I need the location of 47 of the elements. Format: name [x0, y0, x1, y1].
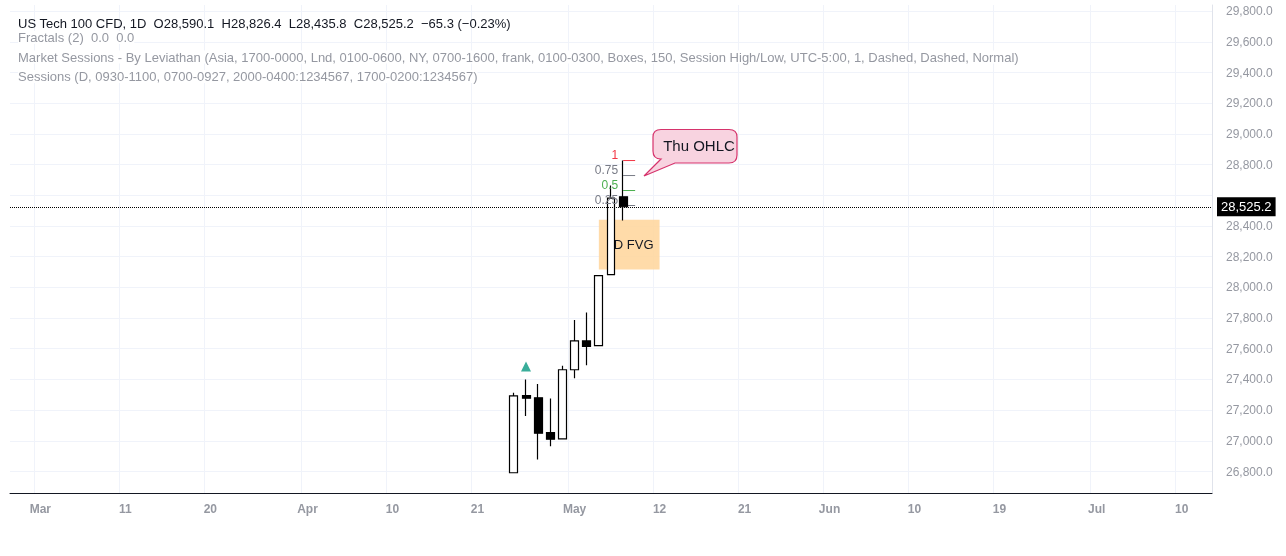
- x-tick-label: 10: [1174, 502, 1189, 516]
- ref-line-label: 28,525.2: [1221, 199, 1272, 215]
- y-tick-label: 27,000.0: [1226, 433, 1274, 448]
- x-tick-label: Jun: [818, 502, 841, 516]
- y-tick-label: 28,200.0: [1226, 249, 1274, 264]
- annotation: Sessions (D, 0930-1100, 0700-0927, 2000-0400:1234567, 1700-0200:1234567): [18, 69, 478, 84]
- y-tick-label: 27,600.0: [1226, 341, 1274, 356]
- annotation: Fractals (2) 0.0 0.0: [18, 30, 135, 45]
- candlestick: [593, 274, 604, 347]
- x-tick-label: May: [562, 502, 587, 516]
- candlestick: [508, 392, 519, 474]
- annotation: 0.5: [601, 177, 619, 192]
- x-tick-label: 21: [737, 502, 752, 516]
- y-tick-label: 27,400.0: [1226, 372, 1274, 387]
- x-tick-label: 10: [907, 502, 922, 516]
- y-tick-label: 29,800.0: [1226, 4, 1274, 19]
- x-tick-label: 10: [385, 502, 400, 516]
- y-tick-label: 29,600.0: [1226, 34, 1274, 49]
- x-tick-label: Mar: [29, 502, 52, 516]
- y-tick-label: 26,800.0: [1226, 464, 1274, 479]
- candlestick: [581, 311, 592, 366]
- x-tick-label: 11: [119, 502, 133, 516]
- x-tick-label: Apr: [297, 502, 319, 516]
- y-tick-label: 29,400.0: [1226, 65, 1274, 80]
- y-tick-label: 28,400.0: [1226, 218, 1274, 233]
- x-tick-label: 21: [470, 502, 485, 516]
- band-label: D FVG: [613, 237, 654, 253]
- y-tick-label: 29,000.0: [1226, 126, 1274, 141]
- y-tick-label: 28,800.0: [1226, 157, 1274, 172]
- annotation: 0.75: [594, 162, 619, 177]
- candlestick: [533, 383, 544, 460]
- candlestick: [557, 365, 568, 440]
- candlestick: [569, 319, 580, 379]
- x-tick-label: 20: [203, 502, 218, 516]
- x-tick-label: 19: [992, 502, 1007, 516]
- annotation: Thu OHLC: [663, 136, 735, 154]
- x-tick-label: Jul: [1087, 502, 1106, 516]
- y-tick-label: 27,800.0: [1226, 311, 1274, 326]
- text: US Tech 100 CFD, 1D O28,590.1 H28,826.4 L28,435.8 C28,525.2 −65.3 (−0.23%): [18, 16, 511, 31]
- candlestick: [545, 397, 556, 447]
- candlestick: [521, 378, 532, 417]
- annotation: Market Sessions - By Leviathan (Asia, 1700-0000, Lnd, 0100-0600, NY, 0700-1600, frank, 0100-0300, Boxes, 150, Session High/Low, UTC-5:00, 1, Dashed, Dashed, Normal): [18, 49, 1019, 65]
- y-tick-label: 27,200.0: [1226, 403, 1274, 418]
- annotation: 1: [611, 147, 619, 162]
- x-tick-label: 12: [652, 502, 667, 516]
- y-tick-label: 29,200.0: [1226, 96, 1274, 111]
- y-tick-label: 28,000.0: [1226, 280, 1274, 295]
